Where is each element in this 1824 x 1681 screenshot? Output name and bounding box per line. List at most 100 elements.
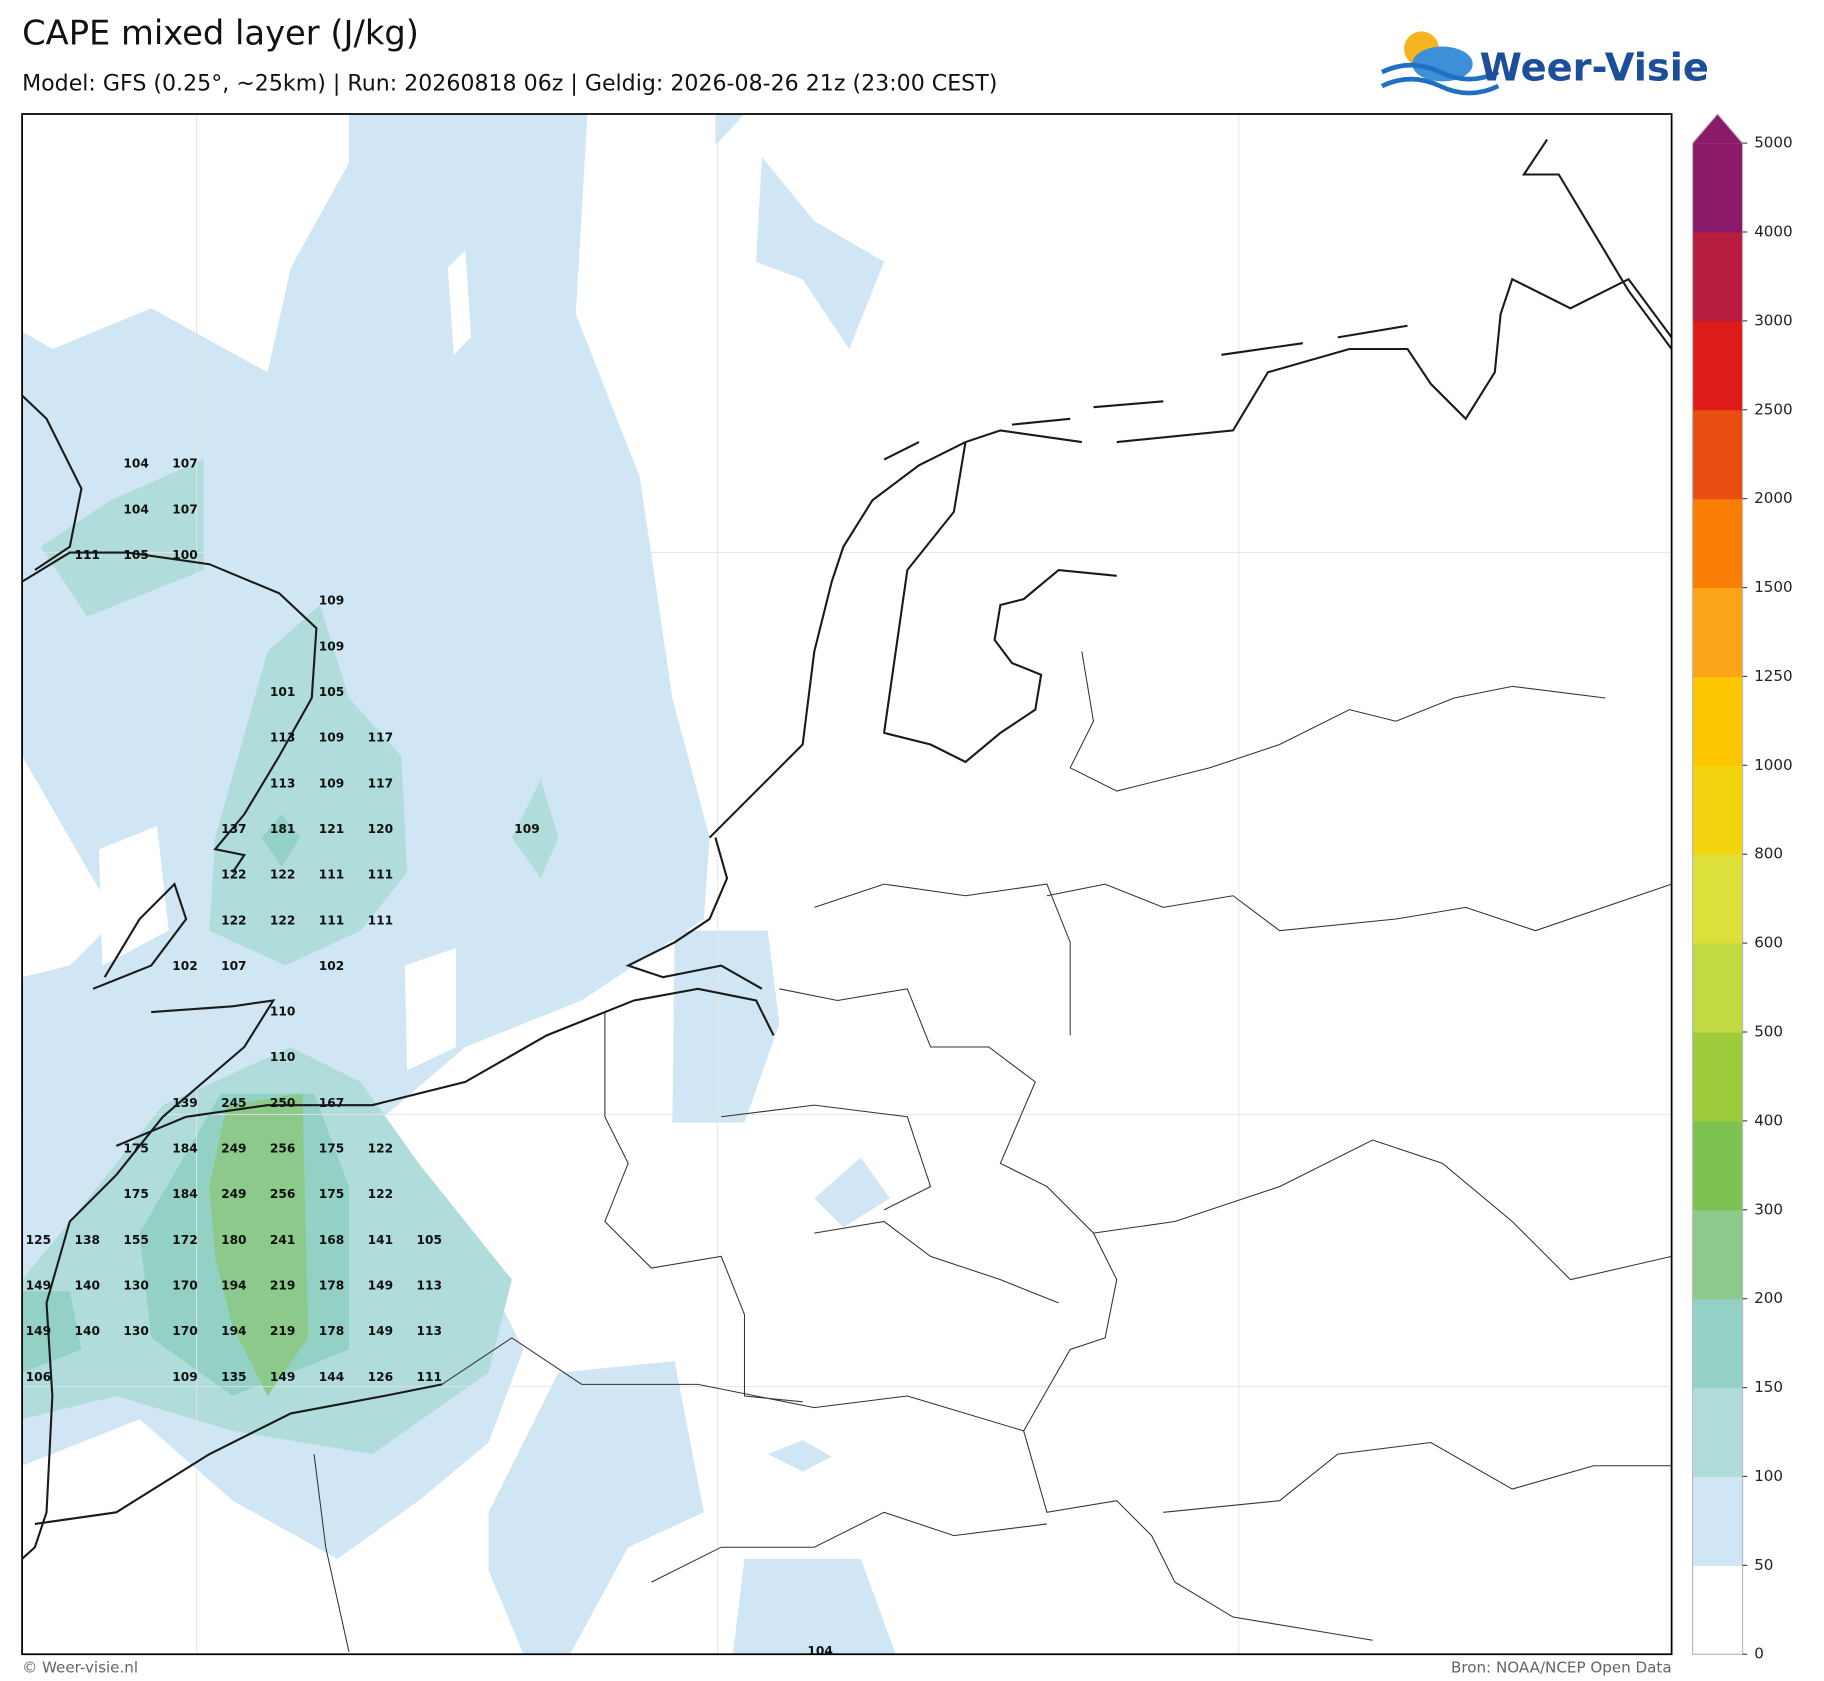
cape-value: 100 (172, 548, 197, 562)
colorbar-label: 600 (1754, 934, 1783, 952)
colorbar-band (1692, 587, 1743, 678)
cape-value: 149 (368, 1324, 393, 1338)
colorbar-label: 500 (1754, 1023, 1783, 1041)
colorbar-label: 200 (1754, 1289, 1783, 1307)
colorbar-label: 5000 (1754, 134, 1792, 152)
cape-value: 110 (270, 1005, 295, 1019)
cape-value: 149 (368, 1279, 393, 1293)
cape-value: 175 (123, 1187, 148, 1201)
colorbar-label: 3000 (1754, 311, 1792, 329)
cape-value: 245 (221, 1096, 246, 1110)
cape-value: 102 (319, 959, 344, 973)
colorbar-label: 50 (1754, 1556, 1773, 1574)
cape-value: 113 (270, 776, 295, 790)
cape-value: 194 (221, 1324, 246, 1338)
copyright: © Weer-visie.nl (22, 1659, 138, 1677)
colorbar-label: 800 (1754, 845, 1783, 863)
cape-value: 140 (75, 1279, 100, 1293)
cape-value: 105 (319, 685, 344, 699)
cape-value: 126 (368, 1370, 393, 1384)
cape-value: 122 (221, 913, 246, 927)
cape-value: 130 (123, 1324, 148, 1338)
colorbar-band (1692, 943, 1743, 1033)
cape-value: 104 (807, 1644, 832, 1658)
cape-value: 167 (319, 1096, 344, 1110)
cape-value: 111 (368, 868, 393, 882)
colorbar-label: 400 (1754, 1111, 1783, 1129)
cape-value: 135 (221, 1370, 246, 1384)
cape-value: 120 (368, 822, 393, 836)
colorbar-label: 1250 (1754, 667, 1792, 685)
cape-value: 194 (221, 1279, 246, 1293)
colorbar-band (1692, 1387, 1743, 1478)
cape-value: 122 (270, 868, 295, 882)
cape-value: 110 (270, 1050, 295, 1064)
cape-value: 175 (319, 1187, 344, 1201)
cape-value: 105 (123, 548, 148, 562)
cape-value: 101 (270, 685, 295, 699)
colorbar-extend (1692, 114, 1743, 144)
cape-value: 149 (270, 1370, 295, 1384)
cape-value: 180 (221, 1233, 246, 1247)
cape-200 (209, 1093, 309, 1396)
cape-value: 168 (319, 1233, 344, 1247)
colorbar-band (1692, 143, 1743, 233)
cape-value: 121 (319, 822, 344, 836)
cape-value: 106 (26, 1370, 51, 1384)
colorbar-band (1692, 1032, 1743, 1122)
cape-value: 111 (319, 913, 344, 927)
cape-value: 111 (319, 868, 344, 882)
cape-value: 175 (319, 1142, 344, 1156)
colorbar-label: 0 (1754, 1645, 1764, 1663)
cape-value: 149 (26, 1324, 51, 1338)
cape-0-holes (98, 250, 472, 1071)
cape-value: 155 (123, 1233, 148, 1247)
colorbar-label: 2500 (1754, 400, 1792, 418)
cape-value: 109 (172, 1370, 197, 1384)
cape-value: 144 (319, 1370, 344, 1384)
borders (313, 651, 1672, 1653)
cape-value: 113 (270, 731, 295, 745)
cape-value: 249 (221, 1187, 246, 1201)
cape-value: 109 (514, 822, 539, 836)
cape-value: 138 (75, 1233, 100, 1247)
colorbar-label: 1500 (1754, 578, 1792, 596)
cape-value: 250 (270, 1096, 295, 1110)
cape-value: 122 (270, 913, 295, 927)
colorbar-label: 150 (1754, 1378, 1783, 1396)
cape-value: 113 (417, 1279, 442, 1293)
coastlines (22, 139, 1672, 1560)
colorbar-label: 1000 (1754, 756, 1792, 774)
colorbar-band (1692, 1476, 1743, 1566)
cape-value: 111 (75, 548, 100, 562)
cape-value: 175 (123, 1142, 148, 1156)
cape-value: 109 (319, 776, 344, 790)
cape-value: 241 (270, 1233, 295, 1247)
cape-value: 249 (221, 1142, 246, 1156)
cape-value: 178 (319, 1324, 344, 1338)
cape-value: 184 (172, 1142, 197, 1156)
cape-value: 125 (26, 1233, 51, 1247)
colorbar-band (1692, 765, 1743, 855)
cape-value: 219 (270, 1324, 295, 1338)
cape-value: 130 (123, 1279, 148, 1293)
cape-value: 109 (319, 731, 344, 745)
cape-value: 107 (221, 959, 246, 973)
cape-value: 181 (270, 822, 295, 836)
title: CAPE mixed layer (J/kg) (22, 13, 419, 52)
cape-value: 109 (319, 639, 344, 653)
cape-value: 122 (368, 1187, 393, 1201)
cape-value: 111 (417, 1370, 442, 1384)
cape-value: 170 (172, 1279, 197, 1293)
cape-value: 117 (368, 731, 393, 745)
cape-value: 149 (26, 1279, 51, 1293)
colorbar-band (1692, 498, 1743, 589)
cape-value: 113 (417, 1324, 442, 1338)
colorbar-label: 100 (1754, 1467, 1783, 1485)
cape-value: 256 (270, 1187, 295, 1201)
cape-value: 122 (368, 1142, 393, 1156)
cape-value: 219 (270, 1279, 295, 1293)
colorbar-band (1692, 676, 1743, 766)
cape-value: 104 (123, 457, 148, 471)
